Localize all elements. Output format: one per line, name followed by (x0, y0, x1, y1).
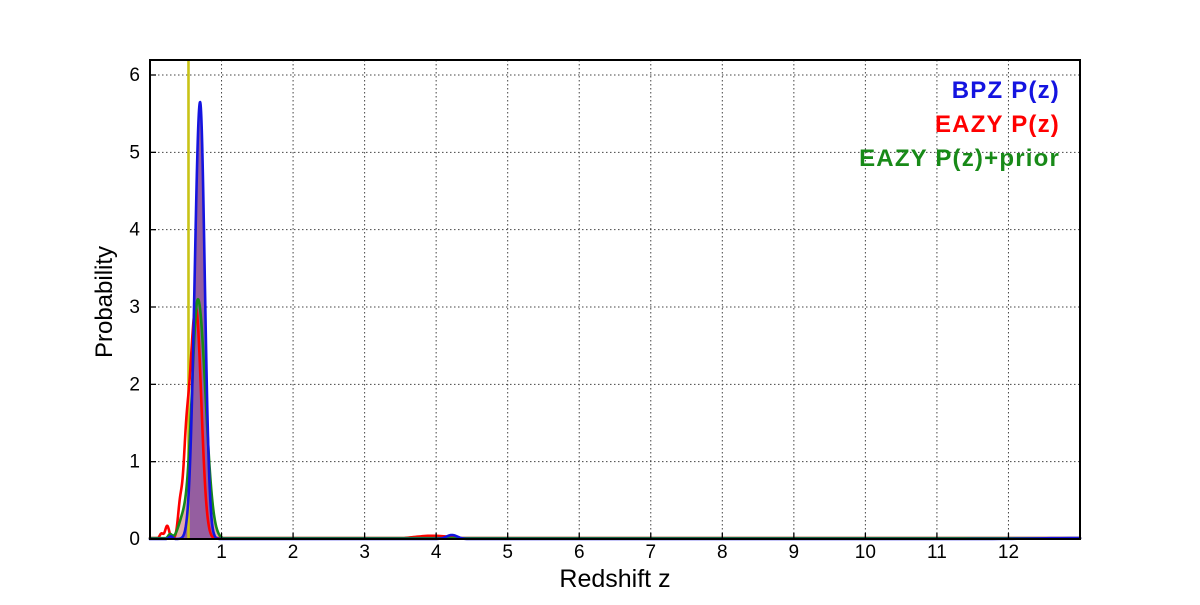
svg-text:3: 3 (129, 297, 140, 318)
svg-text:Probability: Probability (91, 246, 118, 358)
svg-text:0: 0 (129, 529, 140, 550)
svg-text:Redshift z: Redshift z (559, 565, 670, 593)
svg-text:1: 1 (129, 452, 140, 473)
svg-text:6: 6 (574, 542, 585, 563)
svg-text:2: 2 (129, 374, 140, 395)
svg-text:2: 2 (288, 542, 299, 563)
svg-text:4: 4 (431, 542, 442, 563)
svg-text:7: 7 (645, 542, 656, 563)
svg-text:1: 1 (216, 542, 227, 563)
svg-text:EAZY P(z)+prior: EAZY P(z)+prior (859, 145, 1060, 172)
svg-text:3: 3 (359, 542, 370, 563)
svg-text:6: 6 (129, 65, 140, 86)
svg-text:EAZY P(z): EAZY P(z) (935, 111, 1060, 138)
svg-text:12: 12 (998, 542, 1019, 563)
svg-text:5: 5 (129, 142, 140, 163)
svg-text:BPZ P(z): BPZ P(z) (952, 77, 1060, 104)
svg-text:11: 11 (927, 542, 947, 563)
svg-text:9: 9 (789, 542, 800, 563)
svg-text:5: 5 (502, 542, 513, 563)
svg-text:10: 10 (855, 542, 876, 563)
svg-text:8: 8 (717, 542, 728, 563)
svg-text:4: 4 (129, 220, 140, 241)
